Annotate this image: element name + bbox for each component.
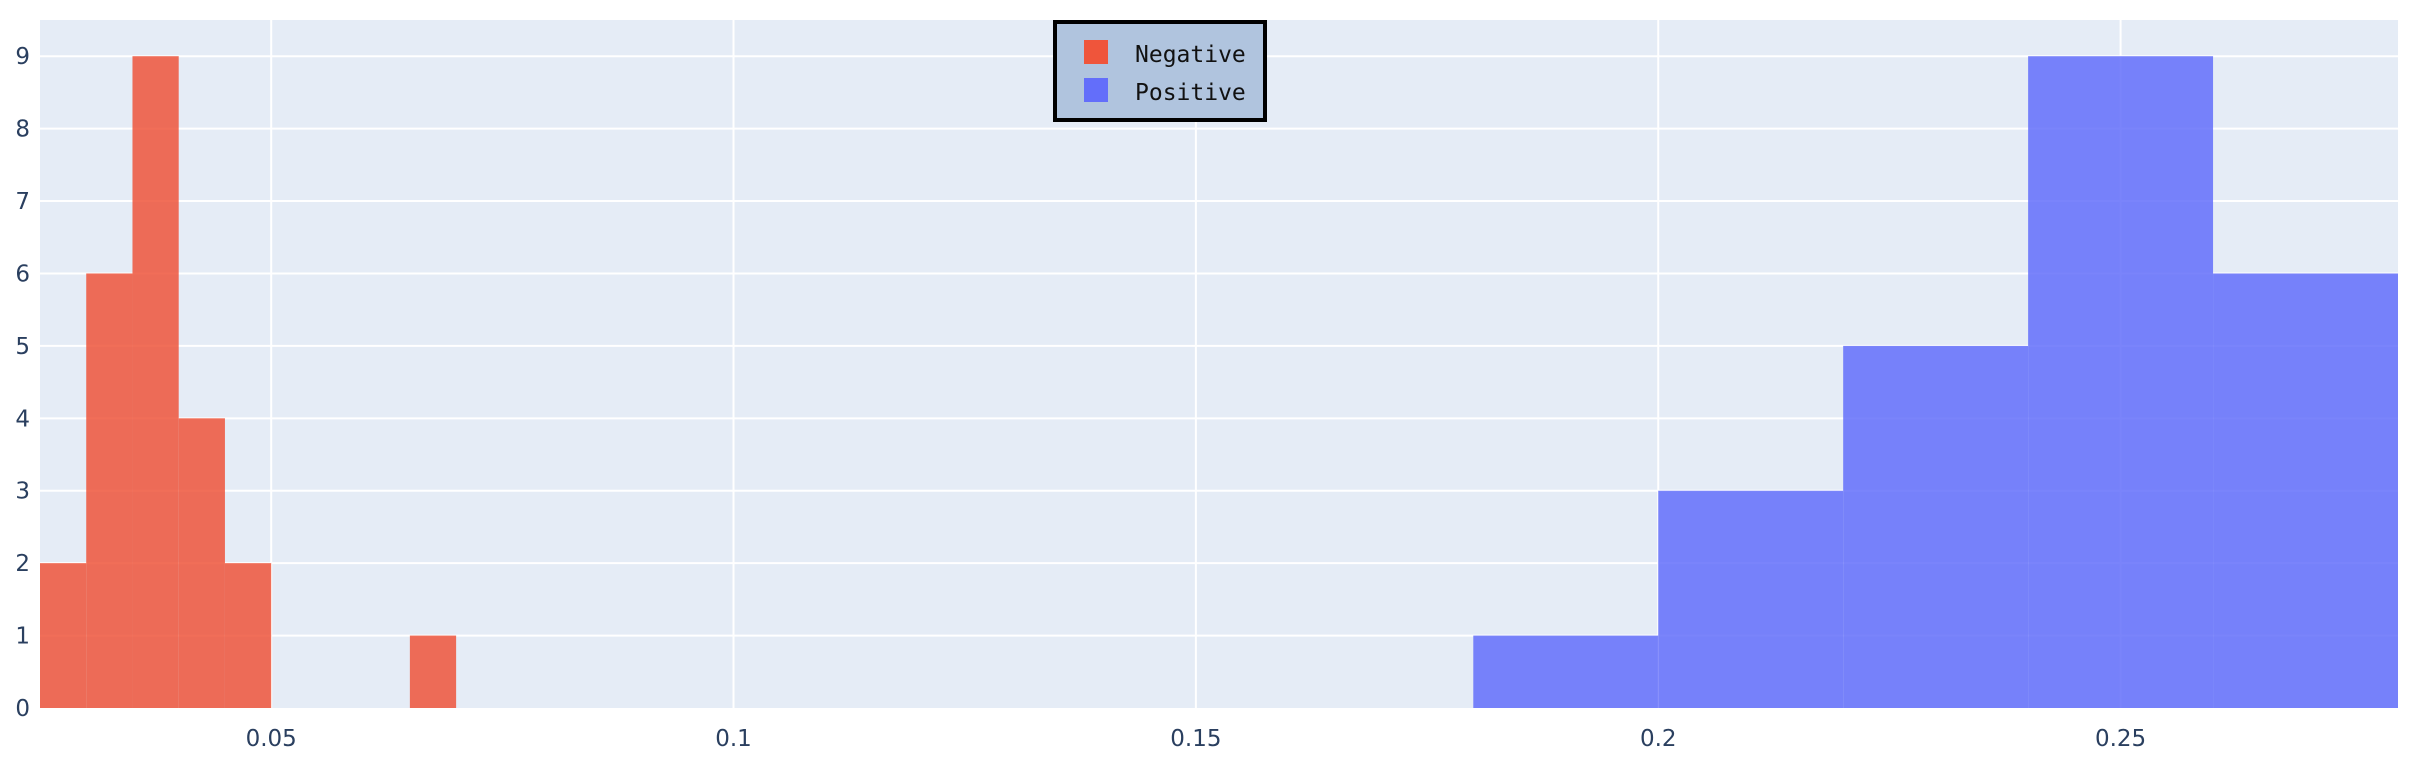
- legend-label-positive: Positive: [1135, 80, 1246, 106]
- bar-negative[interactable]: [132, 56, 179, 709]
- bar-negative[interactable]: [40, 563, 87, 708]
- y-tick-label: 9: [15, 44, 30, 70]
- y-tick-label: 7: [15, 189, 30, 215]
- bar-negative[interactable]: [224, 563, 272, 708]
- bars-layer: [40, 56, 2398, 709]
- y-tick-label: 2: [15, 551, 30, 577]
- y-tick-label: 8: [15, 117, 30, 143]
- y-tick-label: 1: [15, 624, 30, 650]
- bar-positive[interactable]: [1473, 635, 1659, 708]
- bar-positive[interactable]: [1843, 345, 2029, 708]
- bar-positive[interactable]: [2213, 273, 2398, 708]
- legend[interactable]: Negative Positive: [1053, 20, 1267, 122]
- bar-positive[interactable]: [2028, 56, 2214, 709]
- y-tick-label: 5: [15, 334, 30, 360]
- x-tick-label: 0.05: [246, 726, 297, 752]
- bar-negative[interactable]: [178, 418, 225, 708]
- bar-positive[interactable]: [1658, 490, 1844, 708]
- x-tick-label: 0.1: [715, 726, 752, 752]
- bar-negative[interactable]: [409, 635, 457, 708]
- legend-item-negative[interactable]: Negative: [1084, 40, 1246, 68]
- legend-item-positive[interactable]: Positive: [1084, 78, 1246, 106]
- x-tick-label: 0.25: [2095, 726, 2146, 752]
- y-tick-label: 4: [15, 406, 30, 432]
- y-tick-label: 3: [15, 479, 30, 505]
- legend-swatch-positive: [1084, 78, 1108, 102]
- y-tick-label: 6: [15, 261, 30, 287]
- x-tick-label: 0.2: [1640, 726, 1677, 752]
- ticks-layer: 0 1 2 3 4 5 6 7 8 9 0.05 0.1 0.15 0.2 0.25: [15, 44, 2146, 752]
- bar-negative[interactable]: [86, 273, 133, 708]
- x-tick-label: 0.15: [1170, 726, 1221, 752]
- grid-layer: [40, 20, 2398, 708]
- legend-label-negative: Negative: [1135, 42, 1246, 68]
- y-tick-label: 0: [15, 696, 30, 722]
- legend-box: [1053, 20, 1267, 122]
- legend-swatch-negative: [1084, 40, 1108, 64]
